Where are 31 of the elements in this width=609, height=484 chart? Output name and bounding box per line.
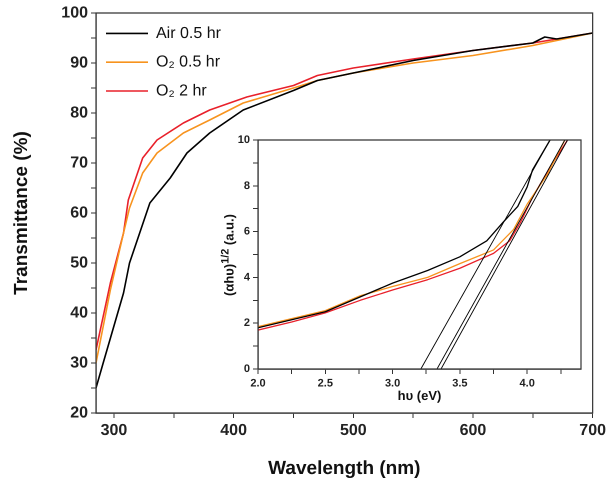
- legend-label: O₂ 0.5 hr: [156, 54, 221, 71]
- x-tick-label: 2.5: [318, 378, 333, 390]
- legend-label: Air 0.5 hr: [156, 24, 222, 42]
- x-axis-title: hυ (eV): [398, 388, 442, 403]
- y-tick-label: 60: [70, 204, 88, 222]
- y-tick-label: 90: [70, 54, 88, 72]
- y-tick-label: 10: [238, 134, 250, 146]
- legend-label: O₂ 2 hr: [156, 82, 208, 100]
- y-tick-label: 0: [244, 363, 250, 376]
- y-tick-label: 80: [70, 104, 88, 122]
- x-tick-label: 300: [100, 422, 128, 440]
- y-tick-label: 4: [244, 271, 251, 284]
- y-tick-label: 70: [70, 154, 88, 172]
- y-tick-label: 40: [70, 304, 88, 322]
- x-tick-label: 700: [579, 422, 606, 440]
- y-tick-label: 20: [70, 404, 88, 422]
- y-tick-label: 30: [70, 354, 88, 372]
- x-tick-label: 4.0: [520, 378, 535, 390]
- x-tick-label: 3.0: [384, 378, 400, 390]
- y-tick-label: 8: [244, 180, 250, 192]
- y-tick-label: 50: [70, 254, 88, 272]
- x-tick-label: 2.0: [250, 378, 266, 390]
- x-tick-label: 3.5: [452, 378, 468, 390]
- y-tick-label: 6: [244, 226, 250, 238]
- x-axis-title: Wavelength (nm): [268, 458, 421, 479]
- x-tick-label: 400: [220, 422, 248, 440]
- y-tick-label: 2: [244, 317, 250, 330]
- y-tick-label: 100: [61, 4, 88, 22]
- x-tick-label: 600: [460, 422, 486, 440]
- x-tick-label: 500: [340, 422, 367, 440]
- y-axis-title: Transmittance (%): [11, 131, 33, 295]
